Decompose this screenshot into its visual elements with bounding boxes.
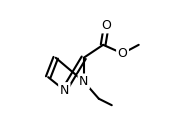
Text: N: N xyxy=(60,84,69,97)
Text: O: O xyxy=(101,19,111,32)
Text: N: N xyxy=(79,75,88,88)
Text: O: O xyxy=(118,47,127,60)
